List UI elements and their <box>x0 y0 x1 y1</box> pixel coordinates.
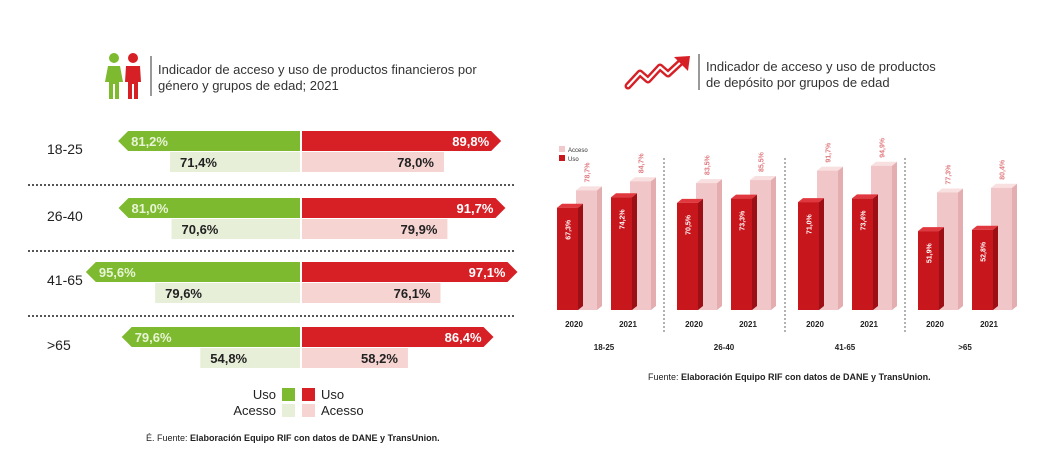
label-uso: 51,9% <box>927 242 934 263</box>
bar-uso: 73,4% <box>852 194 878 310</box>
bar-hombres-acceso: 76,1% <box>302 283 441 303</box>
bar-uso: 70,5% <box>677 198 703 310</box>
bar-mujeres-acceso: 71,4% <box>170 152 300 172</box>
left-source: É. Fuente: Elaboración Equipo RIF con da… <box>146 433 440 443</box>
year-label: 2020 <box>926 320 944 329</box>
label-acceso: 94,9% <box>880 137 887 158</box>
label-acceso: 91,7% <box>826 142 833 163</box>
bar-uso: 67,3% <box>557 203 583 310</box>
age-label: 41-65 <box>47 272 83 288</box>
label-uso: 67,3% <box>566 219 573 240</box>
bar-uso: 52,8% <box>972 225 998 310</box>
label-mujeres-uso: 81,0% <box>132 201 169 216</box>
year-label: 2020 <box>565 320 583 329</box>
woman-icon <box>105 53 123 99</box>
label-acceso: 80,4% <box>1000 159 1007 180</box>
row-separator <box>28 315 514 317</box>
age-label: 18-25 <box>47 141 83 157</box>
bar-hombres-uso: 97,1% <box>302 262 518 282</box>
legend-uso-swatch-red <box>302 388 315 401</box>
bar-mujeres-acceso: 70,6% <box>171 219 300 239</box>
label-uso: 73,3% <box>740 210 747 231</box>
bar-mujeres-acceso: 54,8% <box>200 348 300 368</box>
label-acceso: 78,7% <box>585 162 592 183</box>
bar-mujeres-acceso: 79,6% <box>155 283 300 303</box>
man-icon <box>125 53 141 99</box>
label-uso: 73,4% <box>861 210 868 231</box>
label-mujeres-uso: 81,2% <box>131 134 168 149</box>
group-label: 41-65 <box>835 343 856 352</box>
year-label: 2020 <box>685 320 703 329</box>
right-legend: Acceso Uso <box>559 146 588 163</box>
year-label: 2021 <box>619 320 637 329</box>
bar-uso: 74,2% <box>611 193 637 310</box>
label-uso: 71,0% <box>807 213 814 234</box>
label-mujeres-acceso: 79,6% <box>165 286 202 301</box>
year-label: 2021 <box>860 320 878 329</box>
left-chart-title: Indicador de acceso y uso de productos f… <box>158 62 477 93</box>
bar-uso: 51,9% <box>918 227 944 310</box>
label-hombres-uso: 86,4% <box>445 330 482 345</box>
legend-acceso-label-right: Acesso <box>321 403 364 418</box>
bar-mujeres-uso: 79,6% <box>121 327 300 347</box>
label-hombres-uso: 91,7% <box>457 201 494 216</box>
trend-arrow-icon <box>624 56 690 90</box>
year-label: 2021 <box>980 320 998 329</box>
bar-mujeres-uso: 95,6% <box>85 262 300 282</box>
right-source: Fuente: Elaboración Equipo RIF con datos… <box>648 372 931 382</box>
legend-acceso-label: Acceso <box>568 148 588 154</box>
age-label: 26-40 <box>47 208 83 224</box>
label-acceso: 84,7% <box>639 153 646 174</box>
year-label: 2021 <box>739 320 757 329</box>
bar-uso: 71,0% <box>798 198 824 310</box>
bar-hombres-acceso: 79,9% <box>302 219 448 239</box>
label-hombres-uso: 97,1% <box>469 265 506 280</box>
label-acceso: 83,5% <box>705 154 712 175</box>
label-acceso: 77,3% <box>946 164 953 185</box>
legend-uso-label-right: Uso <box>321 387 345 402</box>
group-label: 18-25 <box>594 343 615 352</box>
legend-uso-swatch-green <box>282 388 295 401</box>
label-acceso: 85,5% <box>759 151 766 172</box>
right-bars: Acceso Uso 78,7% 67,3% 2020 84,7% 74,2% 2021 18-… <box>557 137 1017 352</box>
bar-mujeres-uso: 81,0% <box>118 198 300 218</box>
bar-hombres-uso: 86,4% <box>302 327 494 347</box>
age-label: >65 <box>47 337 71 353</box>
year-label: 2020 <box>806 320 824 329</box>
label-mujeres-acceso: 54,8% <box>210 351 247 366</box>
bar-hombres-uso: 91,7% <box>302 198 506 218</box>
legend-uso-label: Uso <box>568 157 579 163</box>
bar-hombres-acceso: 78,0% <box>302 152 444 172</box>
label-hombres-uso: 89,8% <box>452 134 489 149</box>
label-mujeres-acceso: 71,4% <box>180 155 217 170</box>
label-hombres-acceso: 76,1% <box>394 286 431 301</box>
bar-hombres-uso: 89,8% <box>302 131 502 151</box>
legend-uso-label-left: Uso <box>252 387 276 402</box>
label-uso: 70,5% <box>686 214 693 235</box>
label-hombres-acceso: 79,9% <box>401 222 438 237</box>
legend-acceso-label-left: Acesso <box>233 403 276 418</box>
label-hombres-acceso: 78,0% <box>397 155 434 170</box>
row-separator <box>28 250 514 252</box>
label-uso: 74,2% <box>620 209 627 230</box>
row-separator <box>28 184 514 186</box>
label-hombres-acceso: 58,2% <box>361 351 398 366</box>
group-label: 26-40 <box>714 343 735 352</box>
left-bars: 81,2% 71,4% 89,8% 78,0% 81,0% 70,6% 91,7% 79,9%… <box>85 131 518 368</box>
label-mujeres-uso: 95,6% <box>99 265 136 280</box>
legend-acceso-swatch-red <box>302 404 315 417</box>
label-mujeres-uso: 79,6% <box>135 330 172 345</box>
legend-acceso-swatch-green <box>282 404 295 417</box>
bar-uso: 73,3% <box>731 194 757 310</box>
label-uso: 52,8% <box>981 241 988 262</box>
bar-hombres-acceso: 58,2% <box>302 348 408 368</box>
bar-mujeres-uso: 81,2% <box>118 131 300 151</box>
label-mujeres-acceso: 70,6% <box>182 222 219 237</box>
group-label: >65 <box>958 343 972 352</box>
right-chart-title: Indicador de acceso y uso de productos d… <box>706 59 936 90</box>
